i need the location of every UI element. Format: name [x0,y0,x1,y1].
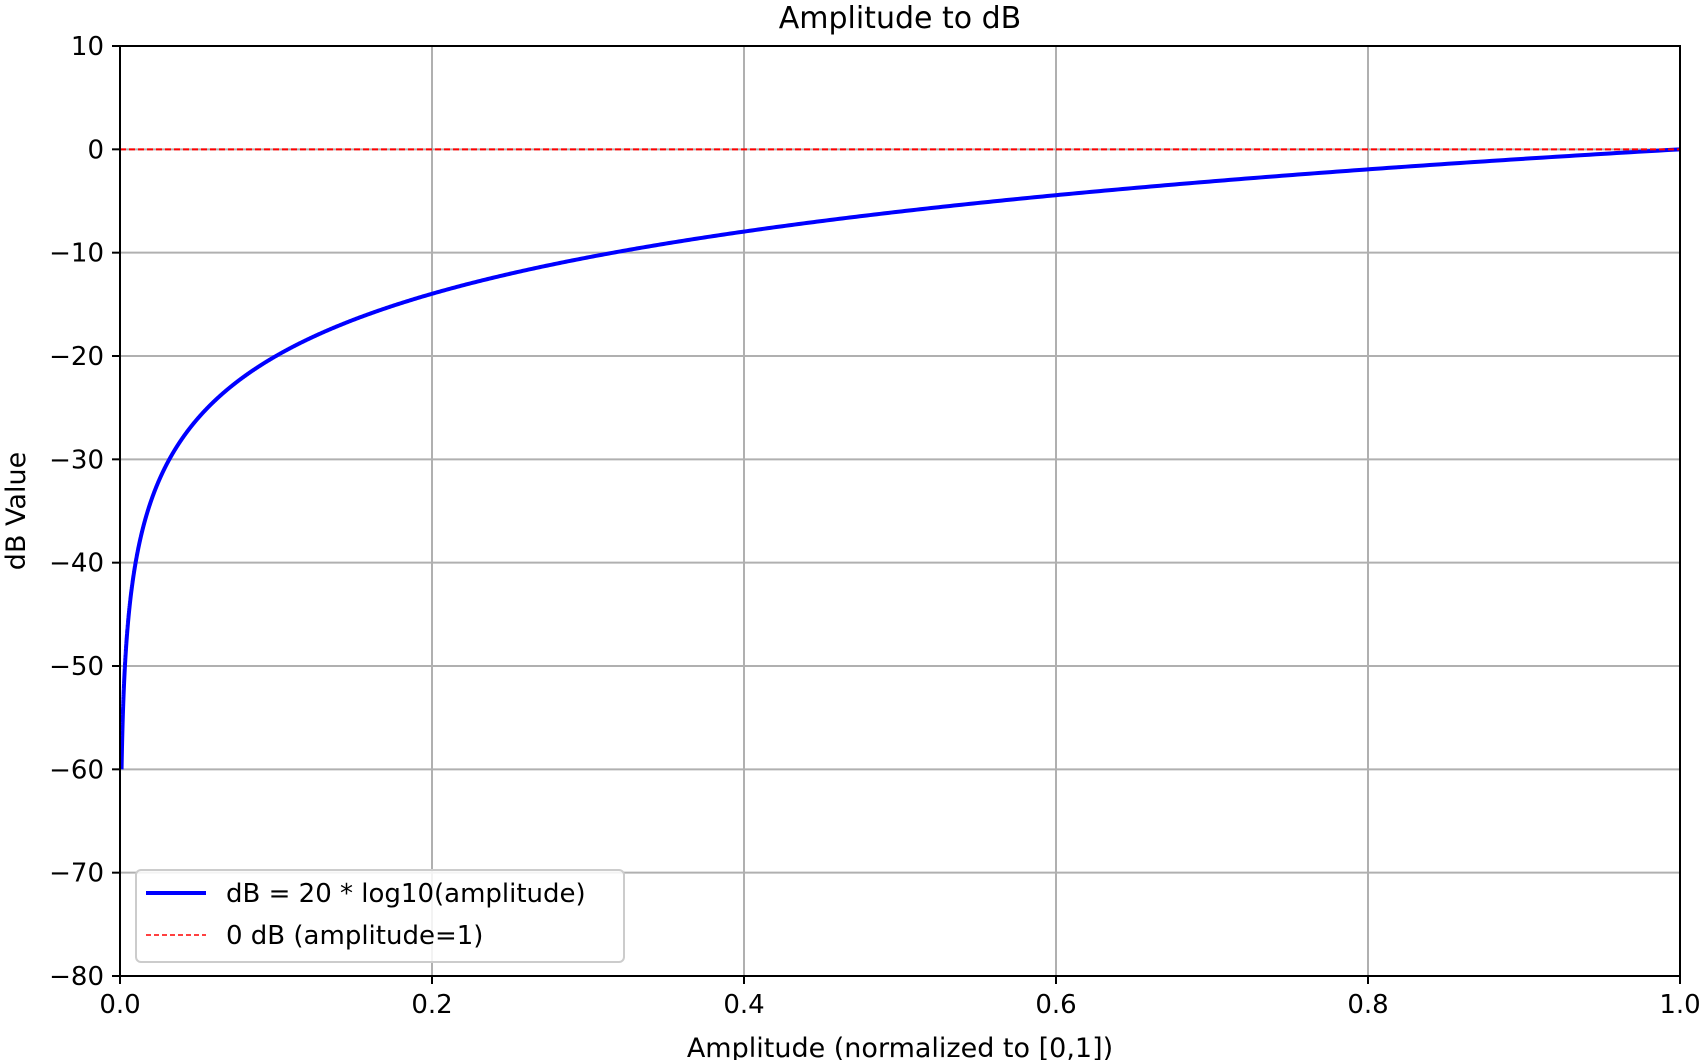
plot-frame [119,45,1681,977]
y-tick-label: 0 [87,135,104,165]
legend-label-zero-db: 0 dB (amplitude=1) [226,921,483,951]
y-tick-label: −80 [49,962,104,992]
y-tick-label: −20 [49,342,104,372]
y-axis-label: dB Value [1,452,32,570]
y-tick-label: 10 [71,32,104,62]
legend: dB = 20 * log10(amplitude) 0 dB (amplitu… [135,869,625,963]
y-tick-label: −60 [49,755,104,785]
legend-box [135,869,625,963]
x-tick-label: 1.0 [1659,990,1700,1020]
y-tick-label: −10 [49,239,104,269]
x-axis-label: Amplitude (normalized to [0,1]) [687,1033,1113,1060]
x-tick-label: 0.0 [99,990,140,1020]
x-tick-label: 0.4 [723,990,764,1020]
grid [119,45,1681,977]
y-tick-label: −70 [49,859,104,889]
chart-title: Amplitude to dB [779,1,1022,36]
x-axis: 0.0 0.2 0.4 0.6 0.8 1.0 [99,976,1701,1020]
y-tick-label: −50 [49,652,104,682]
x-tick-label: 0.6 [1035,990,1076,1020]
series-db-curve-line [119,147,1681,771]
y-tick-label: −30 [49,445,104,475]
y-tick-label: −40 [49,549,104,579]
legend-label-db-curve: dB = 20 * log10(amplitude) [226,879,586,909]
x-tick-label: 0.8 [1347,990,1388,1020]
x-tick-label: 0.2 [411,990,452,1020]
series-layer [119,147,1681,771]
y-axis: 10 0 −10 −20 −30 −40 −50 −60 −70 −80 [49,32,120,992]
